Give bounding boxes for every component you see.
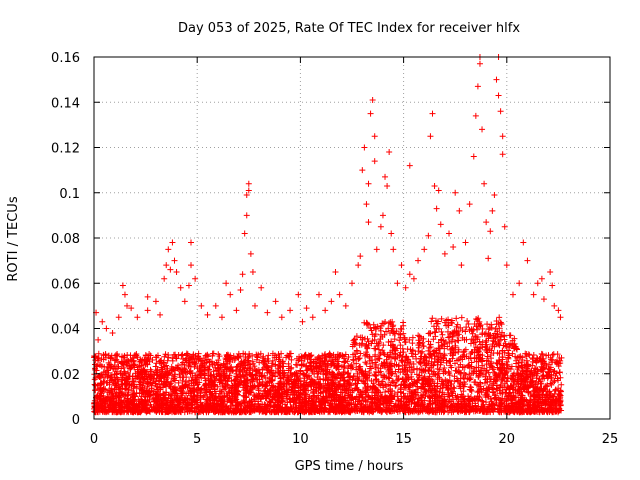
data-point [441,351,448,358]
data-point [417,359,424,366]
data-point [483,399,490,406]
data-point [557,374,564,381]
data-point [558,381,565,388]
data-point [389,347,396,354]
data-point [484,321,491,328]
data-point [397,389,404,396]
data-point [523,357,530,364]
data-point [356,355,363,362]
data-point [474,326,481,333]
data-point [256,359,263,366]
data-point [444,328,451,335]
data-point [419,348,426,355]
data-point [169,357,176,364]
data-point [380,342,387,349]
data-point [446,340,453,347]
data-point [395,376,402,383]
data-point [258,373,265,380]
data-point [391,336,398,343]
data-point [428,318,435,325]
data-point [381,351,388,358]
data-point [259,366,266,373]
data-point [368,340,375,347]
data-point [376,339,383,346]
data-point [556,369,563,376]
data-point [412,351,419,358]
data-point [400,319,407,326]
data-point [461,348,468,355]
data-point [499,390,506,397]
data-point [366,365,373,372]
data-point [350,357,357,364]
data-point [254,354,261,361]
data-point [414,365,421,372]
data-point [476,393,483,400]
data-point [441,365,448,372]
data-point [349,364,356,371]
points-layer [91,54,565,416]
data-point [488,324,495,331]
data-point [455,337,462,344]
data-point [409,340,416,347]
data-point [152,363,159,370]
data-point [209,350,216,357]
data-point [458,314,465,321]
data-point [272,361,279,368]
data-point [479,398,486,405]
data-point [496,314,503,321]
data-point [552,387,559,394]
data-point [466,376,473,383]
data-point [363,341,370,348]
data-point [505,347,512,354]
data-point [464,317,471,324]
data-point [467,340,474,347]
data-point [496,325,503,332]
data-point [95,350,102,357]
data-point [439,331,446,338]
data-point [530,351,537,358]
data-point [175,379,182,386]
data-point [162,351,169,358]
data-point [488,321,495,328]
data-point [375,346,382,353]
data-point [396,337,403,344]
data-point [208,383,215,390]
data-point [345,370,352,377]
data-point [425,367,432,374]
data-point [506,332,513,339]
data-point [426,344,433,351]
data-point [406,336,413,343]
data-point [385,339,392,346]
data-point [462,328,469,335]
data-point [472,379,479,386]
data-point [130,361,137,368]
grid-layer [94,57,610,419]
data-point [506,344,513,351]
